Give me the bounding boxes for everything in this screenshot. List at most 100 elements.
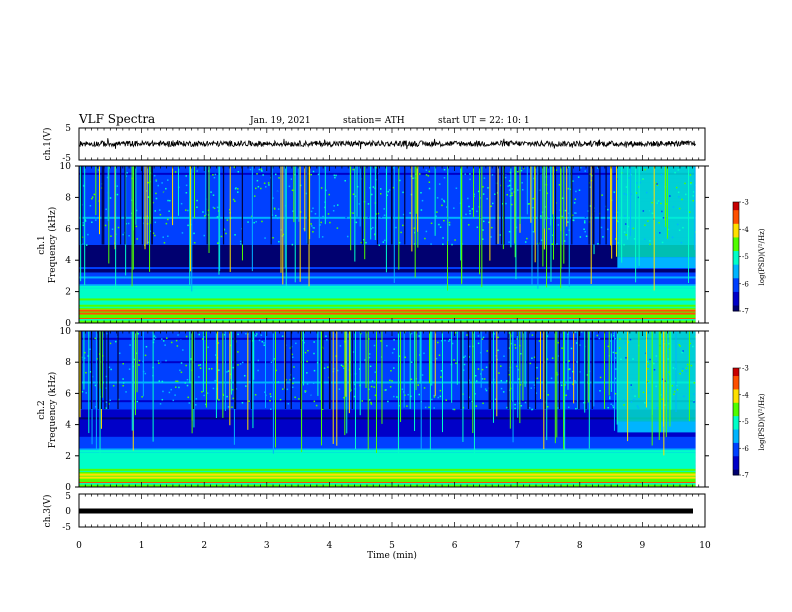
sferic-streak: [588, 331, 590, 449]
spectrogram-speckle: [185, 335, 188, 338]
spectrogram-speckle: [291, 356, 294, 359]
spectrogram-speckle: [270, 395, 272, 398]
sferic-streak: [356, 166, 358, 217]
spectrogram-speckle: [260, 334, 263, 336]
spectrogram-speckle: [226, 371, 228, 373]
ch1-waveform-trace: [78, 138, 696, 150]
sferic-streak: [115, 166, 117, 292]
spectrogram-speckle: [261, 170, 263, 172]
spectrogram-speckle: [402, 213, 405, 216]
spectrogram-speckle: [685, 367, 688, 369]
spectrogram-speckle: [85, 244, 88, 246]
spectrogram-speckle: [565, 234, 568, 236]
spectrogram-speckle: [443, 168, 446, 171]
sferic-streak: [472, 331, 474, 434]
spectrogram-speckle: [526, 237, 528, 240]
sferic-streak: [630, 166, 632, 237]
spectrogram-speckle: [275, 214, 277, 217]
sferic-streak: [125, 166, 127, 276]
spectrogram-speckle: [249, 178, 251, 180]
spectrogram-speckle: [528, 407, 531, 409]
spectrogram-speckle: [166, 337, 168, 339]
sferic-streak: [611, 166, 613, 259]
sferic-streak: [447, 166, 449, 242]
sferic-streak: [409, 331, 411, 409]
spectrogram-speckle: [155, 179, 157, 181]
spectrogram-speckle: [306, 372, 308, 374]
spectrogram-speckle: [693, 393, 695, 395]
spectrogram-speckle: [614, 377, 616, 380]
spectrogram-speckle: [443, 211, 446, 214]
spectrogram-speckle: [355, 221, 358, 224]
sferic-streak: [149, 166, 151, 272]
sferic-streak: [550, 166, 552, 282]
spectrogram-speckle: [486, 350, 488, 352]
spectrogram-speckle: [568, 360, 570, 362]
ch1-ytick-bottom: -5: [62, 154, 71, 164]
spectrogram-band: [79, 417, 696, 420]
dark-streak: [593, 166, 595, 245]
dark-streak: [80, 331, 82, 409]
spectrogram-speckle: [109, 342, 112, 345]
spectrogram-speckle: [370, 385, 373, 388]
spectrogram-speckle: [231, 406, 233, 408]
spectrogram-row: [79, 248, 696, 253]
spectrogram-speckle: [686, 363, 689, 366]
spectrogram-speckle: [343, 396, 345, 399]
dark-streak: [527, 331, 529, 409]
sferic-streak: [345, 331, 347, 397]
spectrogram-speckle: [635, 192, 638, 194]
spectrogram-speckle: [158, 209, 161, 211]
sferic-streak: [534, 166, 536, 233]
spectrogram-speckle: [612, 404, 614, 407]
spectrogram-speckle: [463, 356, 465, 359]
sferic-streak: [346, 331, 348, 434]
sferic-streak: [608, 331, 610, 396]
sferic-streak: [638, 331, 640, 398]
sferic-streak: [131, 331, 133, 431]
spectrogram-row: [79, 232, 696, 238]
spectrogram-speckle: [517, 170, 519, 173]
spectrogram-speckle: [690, 181, 692, 184]
spectrogram-band: [79, 462, 696, 465]
sferic-streak: [451, 331, 453, 403]
spectrogram-speckle: [247, 196, 249, 199]
sferic-streak: [492, 331, 494, 423]
spectrogram-speckle: [175, 380, 177, 383]
sferic-streak: [479, 166, 481, 275]
spectrogram-speckle: [433, 396, 436, 398]
spectrogram-speckle: [482, 220, 485, 223]
spectrogram-speckle: [462, 369, 465, 371]
ch1-colorbar: -3-4-5-6-7: [732, 199, 749, 316]
spectrogram-speckle: [624, 223, 627, 225]
sferic-streak: [512, 331, 514, 443]
spectrogram-speckle: [162, 236, 164, 238]
spectrogram-speckle: [161, 338, 163, 340]
colorbar-step: [733, 442, 739, 447]
sferic-streak: [142, 331, 144, 397]
spectrogram-speckle: [174, 356, 177, 359]
dark-streak: [585, 331, 587, 409]
sferic-streak: [414, 166, 416, 278]
spectrogram-speckle: [336, 227, 339, 229]
spectrogram-band: [79, 468, 696, 471]
colorbar-step: [733, 426, 739, 431]
spectrogram-speckle: [436, 197, 439, 199]
sferic-streak: [301, 331, 303, 453]
spectrogram-speckle: [616, 178, 618, 180]
spectrogram-speckle: [310, 223, 312, 225]
spectrogram-speckle: [483, 378, 486, 380]
colorbar-step: [733, 281, 739, 285]
spectrogram-speckle: [167, 179, 169, 181]
sferic-streak: [134, 331, 136, 416]
spectrogram-speckle: [358, 368, 361, 370]
spectrogram-speckle: [196, 206, 198, 209]
spectrogram-speckle: [482, 193, 485, 195]
sferic-streak: [497, 166, 499, 244]
spectrogram-speckle: [597, 222, 600, 225]
dark-streak: [361, 166, 363, 245]
spectrogram-band: [79, 196, 696, 199]
spectrogram-speckle: [580, 331, 583, 333]
spectrogram-speckle: [501, 404, 504, 407]
dark-streak: [300, 331, 302, 409]
